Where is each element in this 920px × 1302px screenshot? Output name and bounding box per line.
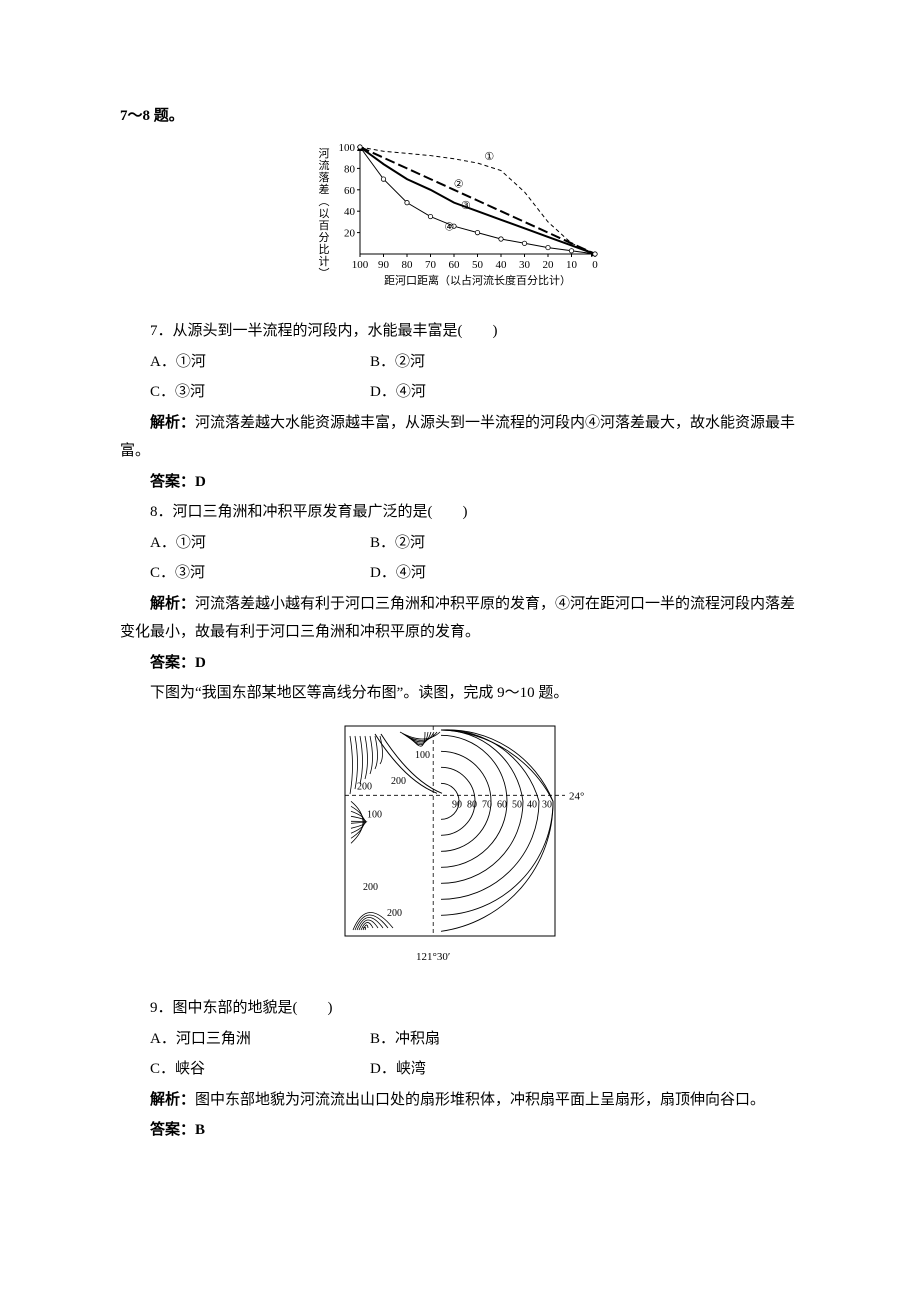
q8-opt-a: A．①河 <box>150 529 370 558</box>
section-header: 7～8 题。 <box>120 102 800 131</box>
svg-text:70: 70 <box>482 799 492 810</box>
svg-text:30: 30 <box>519 259 531 271</box>
svg-text:比: 比 <box>319 243 330 256</box>
svg-text:距河口距离（以占河流长度百分比计）: 距河口距离（以占河流长度百分比计） <box>384 273 571 287</box>
intro-9-10: 下图为“我国东部某地区等高线分布图”。读图，完成 9～10 题。 <box>120 679 800 708</box>
svg-text:40: 40 <box>344 206 356 218</box>
q8-analysis: 解析：河流落差越小越有利于河口三角洲和冲积平原的发育，④河在距河口一半的流程河段… <box>120 590 800 647</box>
svg-text:︶: ︶ <box>319 267 330 280</box>
svg-text:流: 流 <box>319 158 330 172</box>
q8-opt-c: C．③河 <box>150 559 370 588</box>
svg-text:10: 10 <box>566 259 578 271</box>
q9-opt-c: C．峡谷 <box>150 1055 370 1084</box>
svg-text:河: 河 <box>319 147 330 160</box>
q8-opt-b: B．②河 <box>370 529 425 558</box>
svg-text:计: 计 <box>319 255 330 268</box>
q7-opt-d: D．④河 <box>370 378 426 407</box>
analysis-label: 解析： <box>150 1092 195 1108</box>
analysis-label: 解析： <box>150 596 195 612</box>
svg-text:100: 100 <box>367 809 382 820</box>
svg-text:④: ④ <box>444 221 454 233</box>
q9-answer: 答案：B <box>120 1116 800 1145</box>
svg-text:50: 50 <box>512 799 522 810</box>
svg-text:80: 80 <box>467 799 477 810</box>
figure-2: 24° 121°30′ 200 100 100 200 200 90 80 70 60 50 40 30 2… <box>120 716 800 987</box>
q8-answer: 答案：D <box>120 649 800 678</box>
svg-text:②: ② <box>454 178 464 190</box>
q7-opt-a: A．①河 <box>150 348 370 377</box>
svg-text:︵: ︵ <box>319 196 330 208</box>
q7-opt-c: C．③河 <box>150 378 370 407</box>
svg-text:60: 60 <box>497 799 507 810</box>
svg-text:200: 200 <box>363 882 378 893</box>
q7-stem: 7．从源头到一半流程的河段内，水能最丰富是( ) <box>120 317 800 346</box>
svg-text:落: 落 <box>319 171 330 184</box>
svg-text:121°30′: 121°30′ <box>416 951 450 963</box>
analysis-text: 河流落差越小越有利于河口三角洲和冲积平原的发育，④河在距河口一半的流程河段内落差… <box>120 596 795 641</box>
svg-text:20: 20 <box>344 227 356 239</box>
svg-text:30: 30 <box>542 799 552 810</box>
svg-text:70: 70 <box>425 259 437 271</box>
q9-opt-b: B．冲积扇 <box>370 1025 440 1054</box>
svg-text:200: 200 <box>387 908 402 919</box>
svg-text:80: 80 <box>402 259 414 271</box>
svg-text:40: 40 <box>527 799 537 810</box>
svg-text:50: 50 <box>472 259 484 271</box>
svg-text:100: 100 <box>415 750 430 761</box>
svg-text:0: 0 <box>592 259 598 271</box>
q8-stem: 8．河口三角洲和冲积平原发育最广泛的是( ) <box>120 498 800 527</box>
q9-opt-d: D．峡湾 <box>370 1055 426 1084</box>
analysis-label: 解析： <box>150 415 195 431</box>
svg-text:③: ③ <box>461 200 471 212</box>
svg-text:分: 分 <box>319 231 330 244</box>
svg-text:200: 200 <box>391 776 406 787</box>
q9-opt-a: A．河口三角洲 <box>150 1025 370 1054</box>
q9-stem: 9．图中东部的地貌是( ) <box>120 994 800 1023</box>
svg-text:100: 100 <box>339 142 356 154</box>
analysis-text: 河流落差越大水能资源越丰富，从源头到一半流程的河段内④河落差最大，故水能资源最丰… <box>120 415 795 460</box>
svg-text:百: 百 <box>319 220 330 232</box>
svg-text:100: 100 <box>352 259 369 271</box>
svg-text:60: 60 <box>344 184 356 196</box>
svg-text:①: ① <box>484 150 494 162</box>
q8-opt-d: D．④河 <box>370 559 426 588</box>
svg-text:80: 80 <box>344 163 356 175</box>
svg-text:40: 40 <box>496 259 508 271</box>
analysis-text: 图中东部地貌为河流流出山口处的扇形堆积体，冲积扇平面上呈扇形，扇顶伸向谷口。 <box>195 1092 765 1108</box>
svg-text:90: 90 <box>452 799 462 810</box>
svg-text:20: 20 <box>543 259 555 271</box>
svg-text:以: 以 <box>319 208 330 220</box>
svg-text:24°: 24° <box>569 790 584 802</box>
figure-1: 100806040201009080706050403020100河流落差︵以百… <box>120 139 800 310</box>
q9-analysis: 解析：图中东部地貌为河流流出山口处的扇形堆积体，冲积扇平面上呈扇形，扇顶伸向谷口… <box>120 1086 800 1115</box>
q7-analysis: 解析：河流落差越大水能资源越丰富，从源头到一半流程的河段内④河落差最大，故水能资… <box>120 409 800 466</box>
svg-text:差: 差 <box>319 182 330 196</box>
q7-opt-b: B．②河 <box>370 348 425 377</box>
svg-text:200: 200 <box>357 781 372 792</box>
svg-text:90: 90 <box>378 259 390 271</box>
svg-text:60: 60 <box>449 259 461 271</box>
q7-answer: 答案：D <box>120 468 800 497</box>
